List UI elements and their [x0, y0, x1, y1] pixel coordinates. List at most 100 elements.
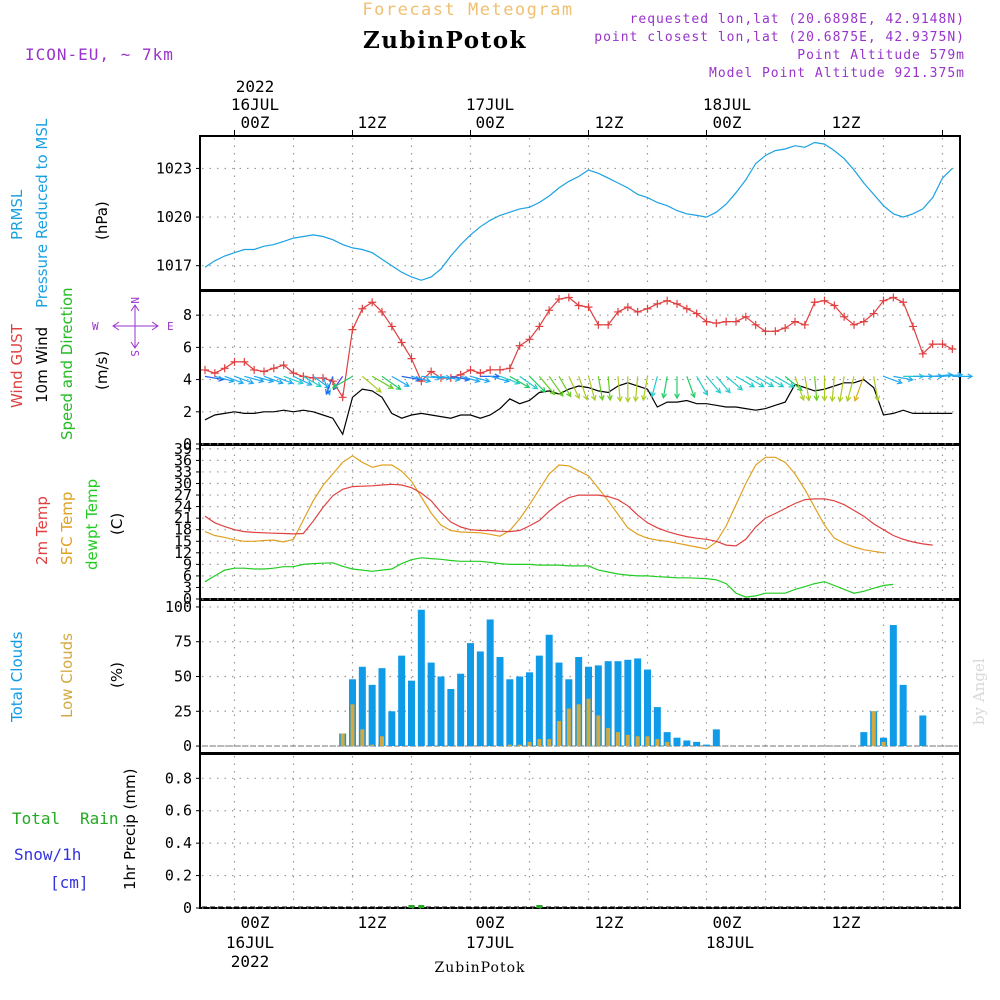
cloud-total-bar	[398, 655, 406, 747]
wind-arrow	[214, 375, 234, 382]
gust-point	[387, 322, 396, 331]
top-hour-label-6: 12Z	[832, 113, 861, 132]
wind-arrow	[421, 375, 442, 379]
wind-arrow-head	[837, 396, 844, 403]
wind-arrow-head	[661, 392, 667, 400]
sfc-temp-line	[204, 455, 884, 554]
gust-point	[250, 365, 259, 374]
wind-arrow	[470, 375, 490, 382]
wind-arrow	[597, 376, 604, 400]
gust-point	[840, 312, 849, 321]
gust-point	[712, 319, 721, 328]
cloud-total-bar	[624, 659, 632, 747]
cloud-total-bar	[358, 666, 366, 747]
wind-arrow-head	[324, 383, 331, 389]
wind-arrow-head	[845, 395, 852, 403]
wind-arrow-head	[907, 376, 914, 382]
wind-arrow	[794, 376, 805, 401]
gust-point	[525, 335, 534, 344]
gust-point	[505, 364, 514, 373]
wind-arrow-head	[829, 396, 836, 403]
cloud-total-bar	[653, 707, 661, 747]
top-hour-label-2: 12Z	[358, 113, 387, 132]
wind-arrow-head	[947, 372, 954, 378]
cloud-total-bar	[427, 662, 435, 747]
gust-point	[928, 340, 937, 349]
precip-rain-label: Rain	[80, 809, 119, 828]
gust-point	[751, 320, 760, 329]
cloud-total-bar	[476, 651, 484, 747]
wind-arrow	[361, 375, 382, 393]
bottom-hour-label-4: 12Z	[595, 913, 624, 932]
wind-arrow-head	[788, 382, 795, 388]
wind-arrow-head	[306, 380, 313, 386]
gust-point	[564, 293, 573, 302]
wind-arrow-head	[375, 387, 382, 393]
bottom-year-label: 2022	[231, 952, 270, 971]
cloud-total-bar	[919, 715, 927, 747]
gust-point	[663, 296, 672, 305]
wind-arrow	[401, 375, 421, 381]
gust-point	[810, 298, 819, 307]
gust-point	[879, 296, 888, 305]
gust-point	[486, 365, 495, 374]
gust-point	[820, 296, 829, 305]
wind-arrow	[303, 375, 322, 388]
wind-arrow-head	[725, 387, 731, 394]
cloud-total-bar	[575, 657, 583, 747]
wind-arrow	[706, 375, 721, 394]
wind-arrow	[371, 375, 394, 389]
wind-arrow-head	[325, 388, 331, 396]
wind-arrow-head	[297, 379, 304, 385]
y-tick-label: 0	[183, 899, 192, 917]
cloud-low-bar	[370, 744, 375, 747]
wind-arrow-head	[650, 391, 656, 398]
cloud-low-bar	[350, 704, 355, 747]
cloud-total-bar	[860, 732, 868, 747]
y-tick-label: 3	[183, 578, 192, 596]
gust-point	[240, 357, 249, 366]
watermark: by Angel	[970, 658, 988, 725]
temp-sfc-label: SFC Temp	[58, 492, 76, 565]
wind-arrow-head	[540, 387, 547, 393]
wind-arrow	[548, 376, 564, 397]
chart-top-title: Forecast Meteogram	[362, 0, 573, 20]
gust-point	[496, 365, 504, 374]
wind-arrow-head	[715, 387, 722, 394]
cloud-low-bar	[380, 736, 384, 747]
wind-arrow-head	[532, 383, 539, 390]
wind-arrow-head	[549, 389, 556, 396]
gust-point	[220, 364, 229, 373]
wind-arrow-head	[967, 373, 974, 380]
cloud-low-bar	[881, 741, 886, 747]
wind-arrow	[634, 376, 639, 402]
cloud-low-bar	[665, 741, 670, 747]
wind-arrow-head	[874, 395, 881, 402]
wind-arrow-head	[598, 394, 605, 402]
cloud-low-bar	[625, 734, 630, 747]
wind-arrow-head	[632, 396, 639, 403]
y-tick-label: 33	[174, 463, 192, 481]
wind-arrow	[538, 375, 555, 395]
wind-arrow-head	[616, 396, 623, 403]
compass-e: E	[167, 320, 174, 333]
wind-arrow	[839, 376, 845, 402]
cloud-low-bar	[616, 732, 620, 747]
wind-arrow-head	[474, 377, 481, 384]
wind-arrow	[224, 375, 244, 384]
wind-arrow-head	[238, 378, 245, 385]
wind-arrow	[519, 375, 538, 390]
model-altitude: Model Point Altitude 921.375m	[709, 66, 965, 81]
gust-point	[230, 357, 239, 366]
gust-point	[466, 365, 475, 374]
panel-frame-temp	[199, 444, 961, 600]
wind-arrow	[204, 375, 224, 381]
wind-arrow-head	[582, 394, 589, 401]
y-tick-label: 2	[183, 403, 192, 421]
wind-arrow-head	[768, 381, 775, 388]
cloud-total-bar	[506, 679, 514, 747]
gust-point	[830, 301, 839, 310]
compass-icon: N S W E	[92, 297, 174, 357]
y-tick-label: 0	[183, 737, 192, 755]
cloud-total-bar	[378, 668, 386, 747]
